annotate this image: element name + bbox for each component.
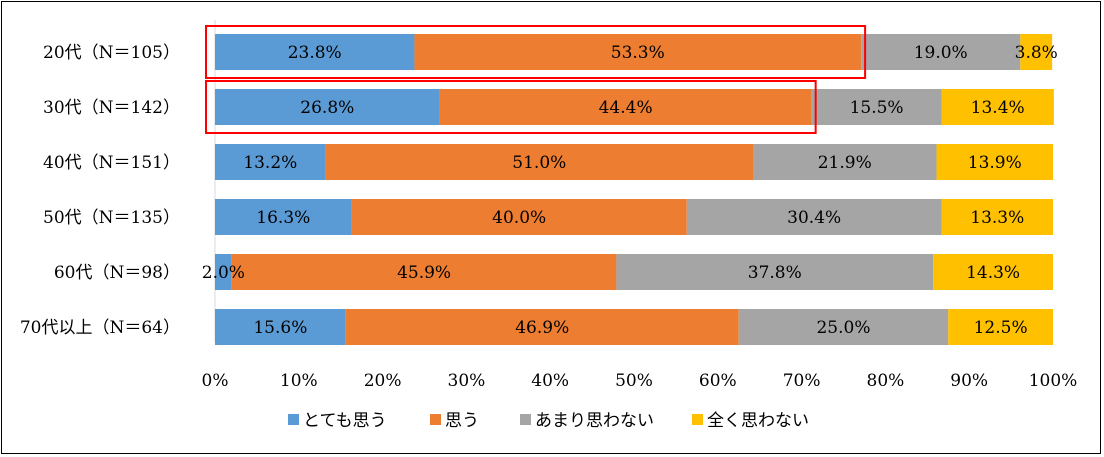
data-label: 30.4%	[787, 208, 841, 228]
bar-segment	[936, 144, 1053, 180]
data-label: 3.8%	[1015, 43, 1058, 63]
data-label: 40.0%	[492, 208, 546, 228]
bar-segment	[811, 89, 942, 125]
bar-segment	[215, 34, 415, 70]
bar-segment	[231, 254, 617, 290]
x-tick-label: 80%	[867, 371, 905, 391]
bar-segment	[1020, 34, 1053, 70]
x-tick-label: 100%	[1029, 371, 1078, 391]
category-label: 40代（N＝151）	[43, 153, 180, 173]
bar-segment	[941, 199, 1053, 235]
highlight-box	[205, 25, 867, 79]
bar-segment	[616, 254, 934, 290]
data-label: 44.4%	[599, 98, 653, 118]
legend-swatch	[288, 414, 299, 425]
highlight-box	[205, 80, 817, 134]
category-label: 20代（N＝105）	[43, 43, 180, 63]
data-label: 15.5%	[850, 98, 904, 118]
bar-segment	[215, 254, 232, 290]
category-label: 60代（N＝98）	[54, 263, 180, 283]
data-label: 51.0%	[512, 153, 566, 173]
data-label: 13.3%	[970, 208, 1024, 228]
data-label: 13.9%	[968, 153, 1022, 173]
bar-segment	[215, 309, 346, 345]
data-label: 13.4%	[971, 98, 1025, 118]
legend-label: とても思う	[303, 411, 387, 431]
x-tick-label: 40%	[531, 371, 569, 391]
x-tick-label: 20%	[364, 371, 402, 391]
bar-segment	[325, 144, 753, 180]
data-label: 2.0%	[202, 263, 245, 283]
bar-segment	[752, 144, 937, 180]
data-label: 37.8%	[748, 263, 802, 283]
bar-segment	[686, 199, 942, 235]
data-label: 23.8%	[288, 43, 342, 63]
data-label: 15.6%	[253, 318, 307, 338]
data-label: 25.0%	[816, 318, 870, 338]
data-label: 45.9%	[397, 263, 451, 283]
data-label: 21.9%	[818, 153, 872, 173]
bar-segment	[215, 144, 326, 180]
data-label: 16.3%	[256, 208, 310, 228]
bar-segment	[439, 89, 812, 125]
legend-swatch	[692, 414, 703, 425]
x-tick-label: 0%	[202, 371, 229, 391]
legend-swatch	[430, 414, 441, 425]
x-tick-label: 70%	[783, 371, 821, 391]
data-label: 19.0%	[914, 43, 968, 63]
bar-segment	[351, 199, 687, 235]
x-tick-label: 60%	[699, 371, 737, 391]
bar-segment	[941, 89, 1054, 125]
data-label: 12.5%	[974, 318, 1028, 338]
data-label: 26.8%	[300, 98, 354, 118]
x-tick-label: 90%	[950, 371, 988, 391]
bar-segment	[738, 309, 949, 345]
bar-segment	[215, 199, 352, 235]
x-tick-label: 30%	[448, 371, 486, 391]
category-label: 30代（N＝142）	[43, 98, 180, 118]
legend-label: 全く思わない	[707, 411, 809, 431]
category-label: 70代以上（N＝64）	[20, 318, 180, 338]
legend-label: あまり思わない	[535, 411, 654, 431]
bar-segment	[345, 309, 739, 345]
bar-segment	[861, 34, 1021, 70]
category-label: 50代（N＝135）	[43, 208, 180, 228]
data-label: 46.9%	[515, 318, 569, 338]
bar-segment	[414, 34, 862, 70]
legend-swatch	[520, 414, 531, 425]
bar-segment	[933, 254, 1053, 290]
data-label: 13.2%	[243, 153, 297, 173]
bar-segment	[215, 89, 440, 125]
x-tick-label: 10%	[280, 371, 318, 391]
data-label: 14.3%	[966, 263, 1020, 283]
data-label: 53.3%	[611, 43, 665, 63]
legend-label: 思う	[445, 411, 479, 431]
x-tick-label: 50%	[615, 371, 653, 391]
bar-segment	[948, 309, 1053, 345]
